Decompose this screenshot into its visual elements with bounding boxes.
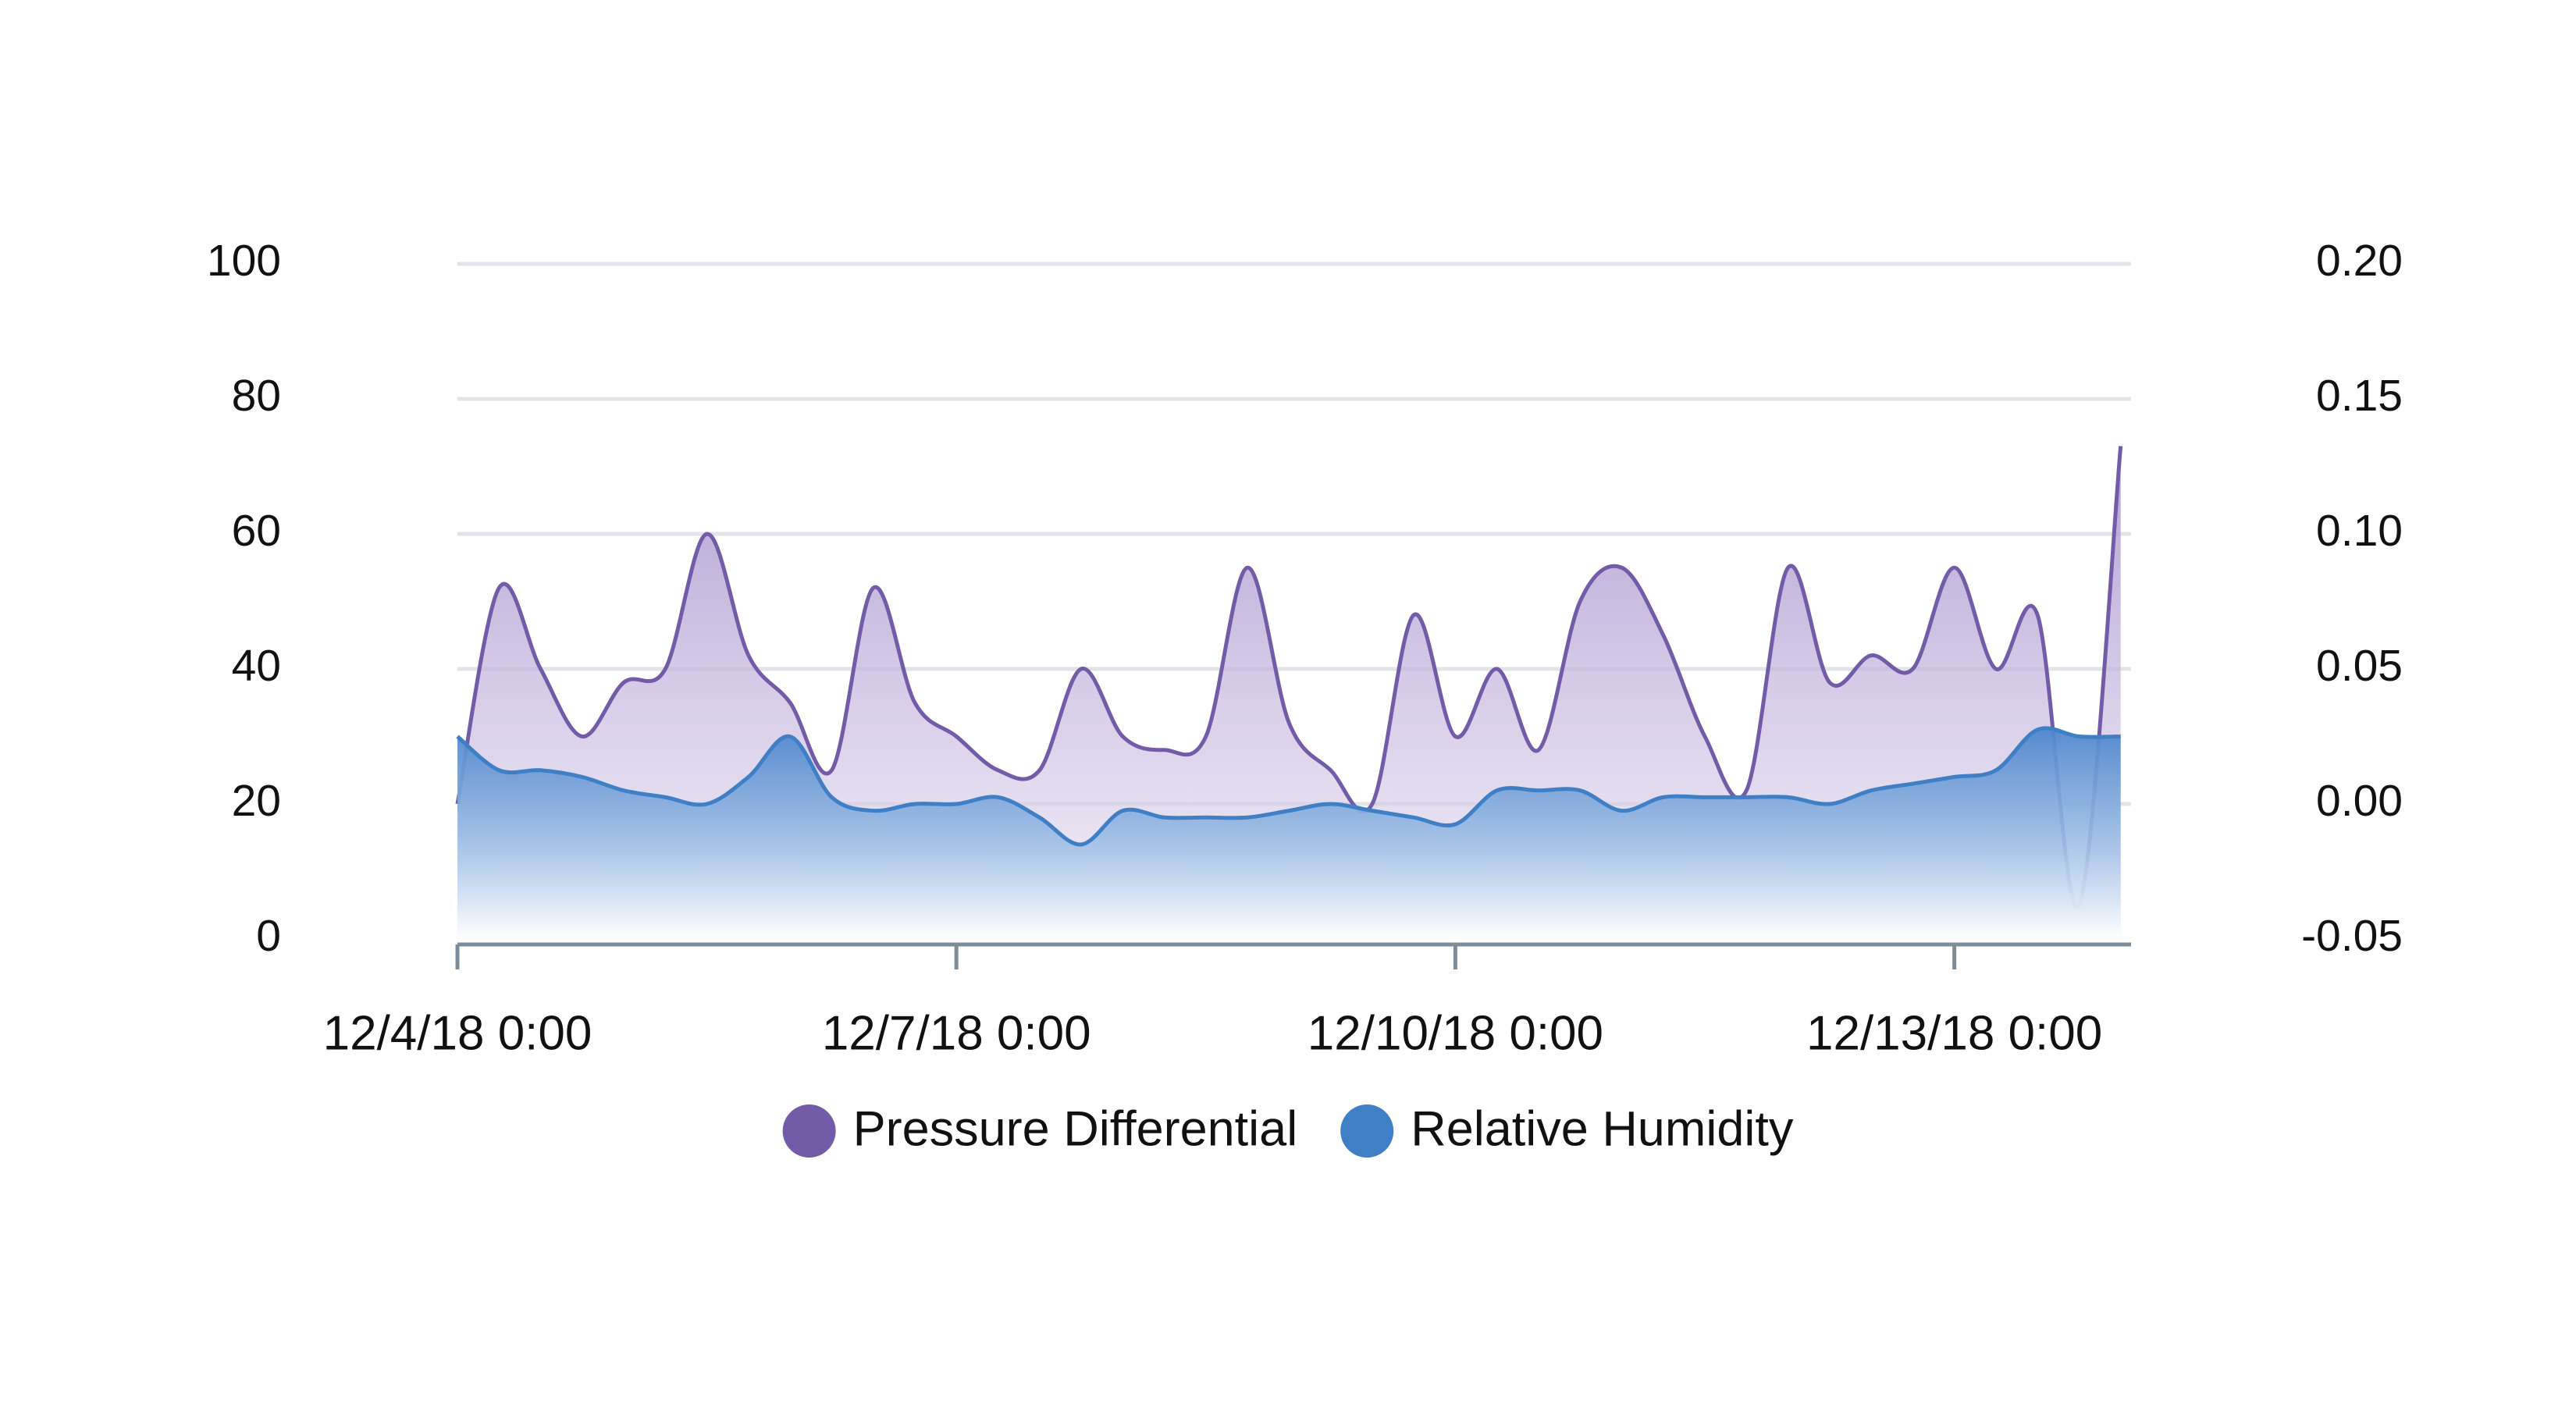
y-tick-label: 80: [232, 371, 281, 421]
y2-tick-label: 0.00: [2316, 776, 2403, 826]
y-tick-label: 20: [232, 776, 281, 826]
area-fill: [457, 727, 2121, 939]
x-tick-label: 12/4/18 0:00: [323, 1006, 592, 1060]
y-tick-label: 40: [232, 641, 281, 691]
plot-area: [455, 446, 2123, 939]
legend-label: Pressure Differential: [853, 1102, 1298, 1157]
y-tick-label: 100: [207, 236, 281, 286]
legend-item: Pressure Differential: [782, 1102, 1298, 1158]
y2-tick-label: 0.05: [2316, 641, 2403, 691]
legend-item: Relative Humidity: [1340, 1102, 1794, 1158]
x-tick-label: 12/13/18 0:00: [1806, 1006, 2102, 1060]
y-tick-label: 60: [232, 506, 281, 556]
y2-tick-label: 0.10: [2316, 506, 2403, 556]
series-line: [455, 446, 2123, 909]
series-line: [456, 726, 2121, 847]
y2-tick-label: 0.20: [2316, 236, 2403, 286]
y2-tick-label: -0.05: [2301, 911, 2403, 961]
y-tick-label: 0: [256, 911, 281, 961]
x-tick-label: 12/7/18 0:00: [822, 1006, 1091, 1060]
legend-marker: [782, 1104, 836, 1158]
axes: 0 20 40 60 80 100 -0.05 0.00 0.05 0.10 0.15 0.20 12/…: [207, 236, 2403, 1060]
legend-label: Relative Humidity: [1411, 1102, 1794, 1157]
x-tick-label: 12/10/18 0:00: [1308, 1006, 1603, 1060]
legend-marker: [1340, 1104, 1394, 1158]
legend: Pressure Differential Relative Humidity: [782, 1102, 1794, 1158]
y2-tick-label: 0.15: [2316, 371, 2403, 421]
